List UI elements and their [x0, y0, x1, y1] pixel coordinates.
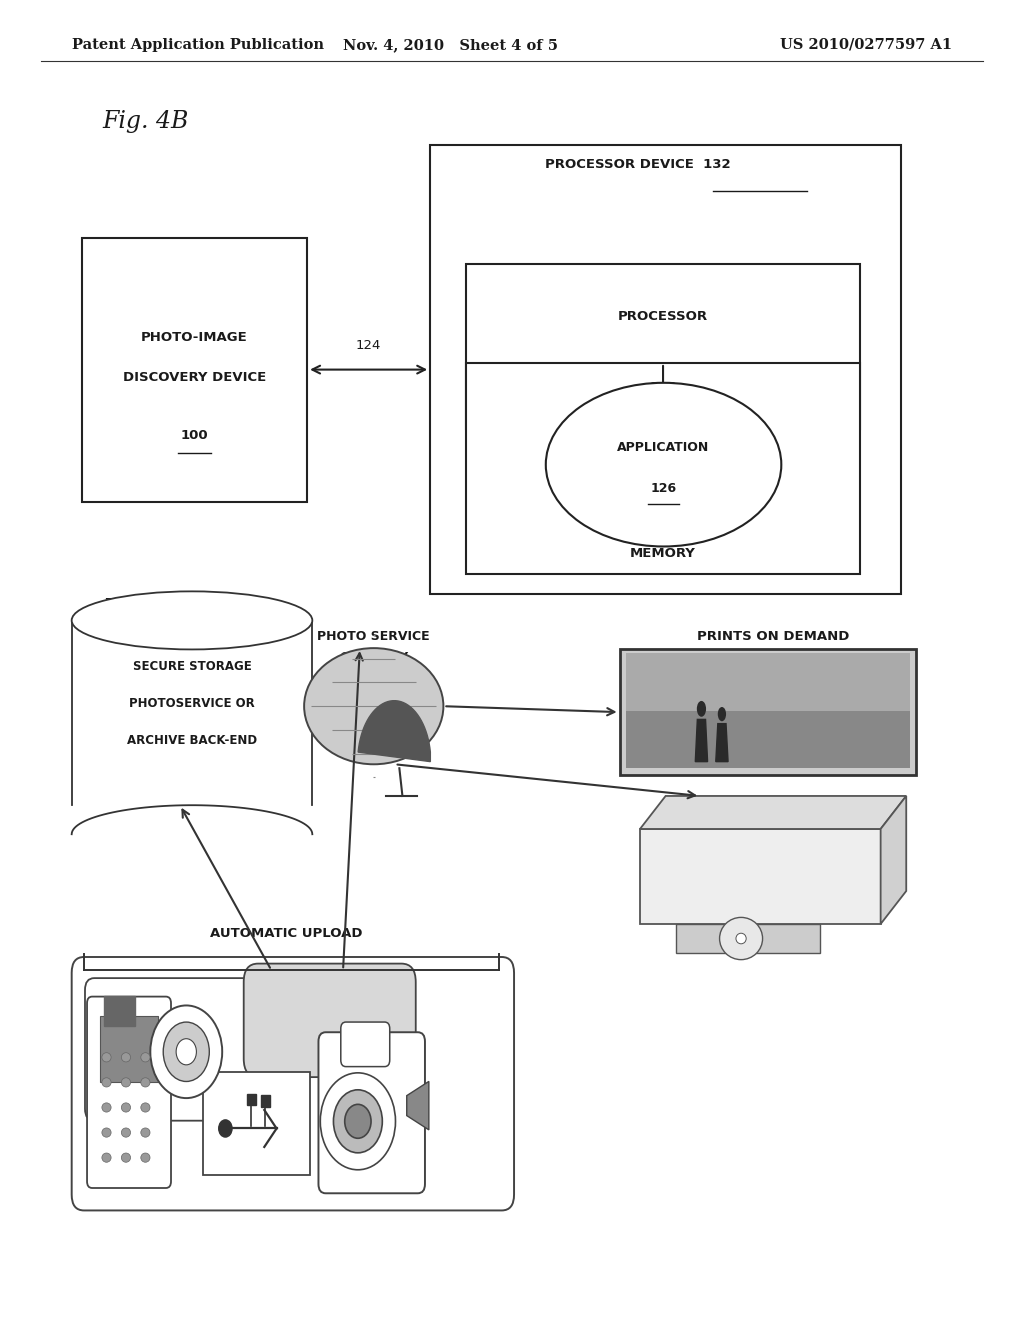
Ellipse shape: [718, 708, 726, 721]
Ellipse shape: [121, 1154, 131, 1163]
Ellipse shape: [697, 701, 707, 717]
Ellipse shape: [121, 1127, 131, 1138]
Ellipse shape: [140, 1154, 150, 1163]
Ellipse shape: [101, 1154, 111, 1163]
Bar: [626, 653, 910, 714]
Bar: [72, 620, 312, 805]
Text: PHOTOSERVICE OR: PHOTOSERVICE OR: [129, 697, 255, 710]
Text: PROCESSOR DEVICE  132: PROCESSOR DEVICE 132: [545, 158, 730, 172]
Ellipse shape: [151, 1006, 222, 1098]
Text: Fig. 5: Fig. 5: [102, 598, 171, 622]
Text: 124: 124: [356, 339, 381, 352]
Text: PRINTS ON DEMAND: PRINTS ON DEMAND: [697, 630, 849, 643]
Text: Patent Application Publication: Patent Application Publication: [72, 38, 324, 51]
Ellipse shape: [219, 1119, 232, 1137]
Ellipse shape: [304, 648, 443, 764]
Text: DVDs: DVDs: [772, 805, 815, 818]
Bar: [100, 1015, 158, 1081]
Polygon shape: [358, 701, 430, 762]
Polygon shape: [407, 1081, 429, 1130]
Polygon shape: [695, 719, 708, 762]
Bar: [676, 924, 820, 953]
Ellipse shape: [121, 1104, 131, 1111]
Text: 100: 100: [181, 429, 208, 442]
Text: 128: 128: [649, 381, 677, 395]
Text: DISCOVERY DEVICE: DISCOVERY DEVICE: [123, 371, 266, 384]
Polygon shape: [716, 723, 728, 762]
Text: SECURE STORAGE: SECURE STORAGE: [133, 660, 251, 673]
Bar: [82, 238, 307, 502]
Ellipse shape: [321, 1073, 395, 1170]
Bar: [466, 264, 860, 429]
Text: PROCESSOR: PROCESSOR: [617, 310, 709, 323]
Polygon shape: [640, 796, 906, 829]
Ellipse shape: [546, 383, 781, 546]
Ellipse shape: [334, 1090, 382, 1152]
FancyBboxPatch shape: [341, 1022, 390, 1067]
Ellipse shape: [72, 591, 312, 649]
Ellipse shape: [163, 1022, 209, 1081]
Ellipse shape: [140, 1053, 150, 1061]
FancyBboxPatch shape: [72, 957, 514, 1210]
Ellipse shape: [101, 1127, 111, 1138]
FancyBboxPatch shape: [85, 978, 252, 1121]
Text: PHOTO-IMAGE: PHOTO-IMAGE: [141, 331, 248, 345]
Ellipse shape: [176, 1039, 197, 1065]
Ellipse shape: [345, 1105, 371, 1138]
Ellipse shape: [101, 1053, 111, 1061]
Text: AUTOMATIC UPLOAD: AUTOMATIC UPLOAD: [211, 927, 362, 940]
Ellipse shape: [140, 1127, 150, 1138]
Ellipse shape: [101, 1077, 111, 1088]
Bar: [247, 1094, 256, 1105]
Text: ARCHIVE BACK-END: ARCHIVE BACK-END: [127, 734, 257, 747]
Bar: [203, 1072, 310, 1175]
Text: COMPANY: COMPANY: [339, 651, 409, 664]
Bar: [430, 145, 901, 594]
Text: 126: 126: [650, 482, 677, 495]
Bar: [626, 710, 910, 768]
Text: PHOTO SERVICE: PHOTO SERVICE: [317, 630, 430, 643]
Ellipse shape: [140, 1077, 150, 1088]
Text: US 2010/0277597 A1: US 2010/0277597 A1: [780, 38, 952, 51]
Polygon shape: [104, 995, 135, 1026]
Text: APPLICATION: APPLICATION: [617, 441, 710, 454]
Bar: [466, 363, 860, 574]
Ellipse shape: [140, 1104, 150, 1111]
Bar: [620, 649, 916, 775]
Polygon shape: [881, 796, 906, 924]
FancyBboxPatch shape: [87, 997, 171, 1188]
Ellipse shape: [121, 1053, 131, 1061]
Ellipse shape: [736, 933, 746, 944]
Text: Fig. 4B: Fig. 4B: [102, 110, 188, 133]
Ellipse shape: [121, 1077, 131, 1088]
Ellipse shape: [101, 1104, 111, 1111]
FancyBboxPatch shape: [244, 964, 416, 1077]
Polygon shape: [640, 829, 881, 924]
Ellipse shape: [720, 917, 763, 960]
FancyBboxPatch shape: [318, 1032, 425, 1193]
Bar: [261, 1096, 270, 1107]
Text: MEMORY: MEMORY: [630, 546, 696, 560]
Text: Nov. 4, 2010   Sheet 4 of 5: Nov. 4, 2010 Sheet 4 of 5: [343, 38, 558, 51]
